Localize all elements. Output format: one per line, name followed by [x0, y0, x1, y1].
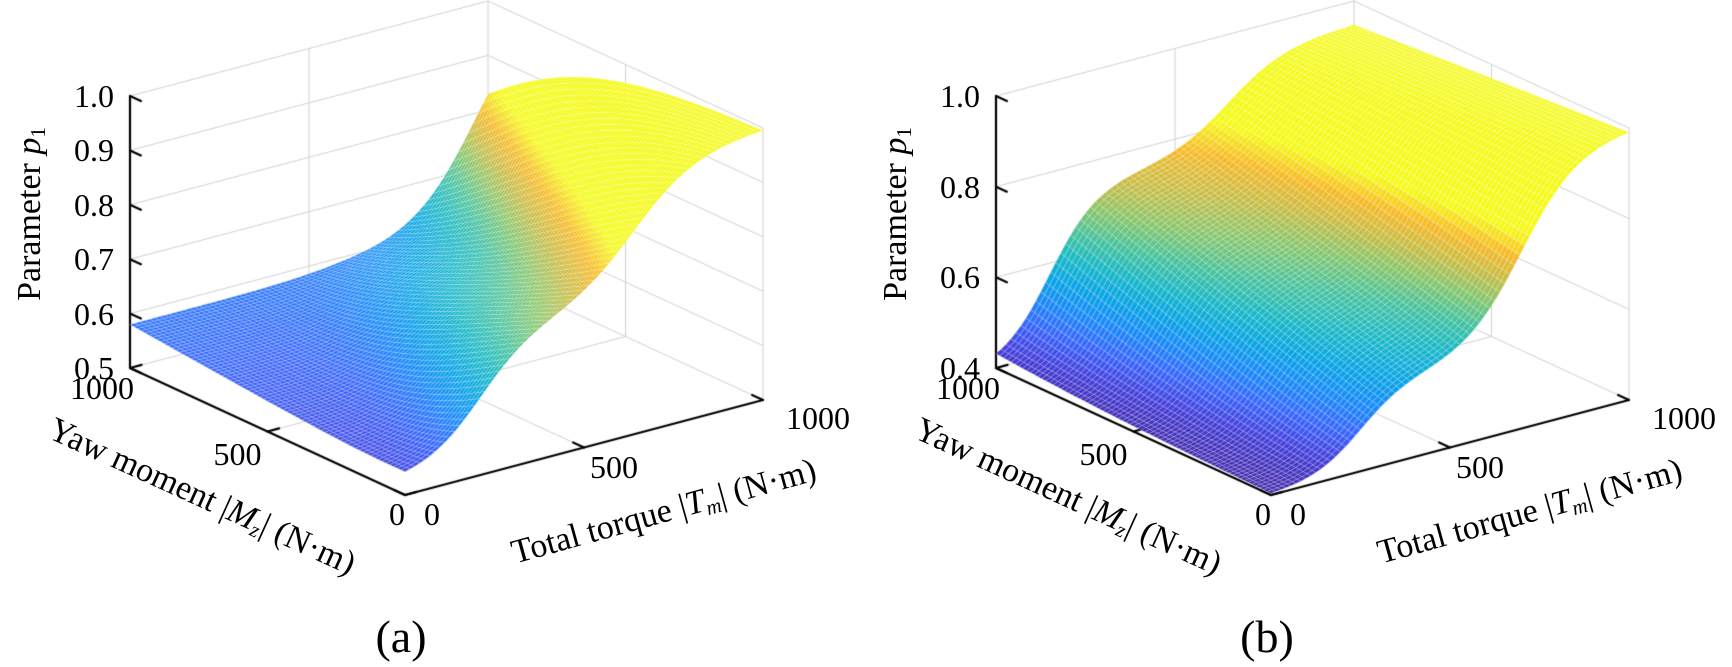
x-tick: 0	[1290, 496, 1306, 532]
z-tick: 0.8	[74, 186, 114, 223]
z-tick: 0.6	[940, 259, 980, 296]
x-tick: 0	[424, 496, 440, 532]
z-tick: 1.0	[74, 78, 114, 114]
x-tick: 1000	[1652, 400, 1716, 436]
z-axis-label: Parameter p1	[877, 127, 917, 301]
y-tick: 0	[1255, 496, 1271, 532]
z-tick: 0.6	[74, 295, 114, 332]
y-tick: 1000	[70, 370, 134, 406]
panel-caption-a: (a)	[375, 611, 427, 662]
x-tick: 500	[1456, 448, 1504, 485]
z-tick: 0.5	[74, 350, 114, 386]
x-tick: 1000	[786, 400, 850, 436]
z-tick: 0.4	[940, 350, 980, 386]
z-tick: 0.7	[74, 241, 114, 278]
z-tick: 0.8	[940, 168, 980, 205]
y-tick: 500	[213, 435, 262, 472]
y-tick: 1000	[936, 370, 1000, 406]
y-tick: 500	[1079, 435, 1128, 472]
x-tick: 500	[590, 448, 638, 485]
z-tick: 0.9	[74, 132, 114, 169]
z-tick: 1.0	[940, 78, 980, 114]
y-tick: 0	[389, 496, 405, 532]
panel-caption-b: (b)	[1240, 611, 1294, 662]
z-axis-label: Parameter p1	[11, 127, 51, 301]
